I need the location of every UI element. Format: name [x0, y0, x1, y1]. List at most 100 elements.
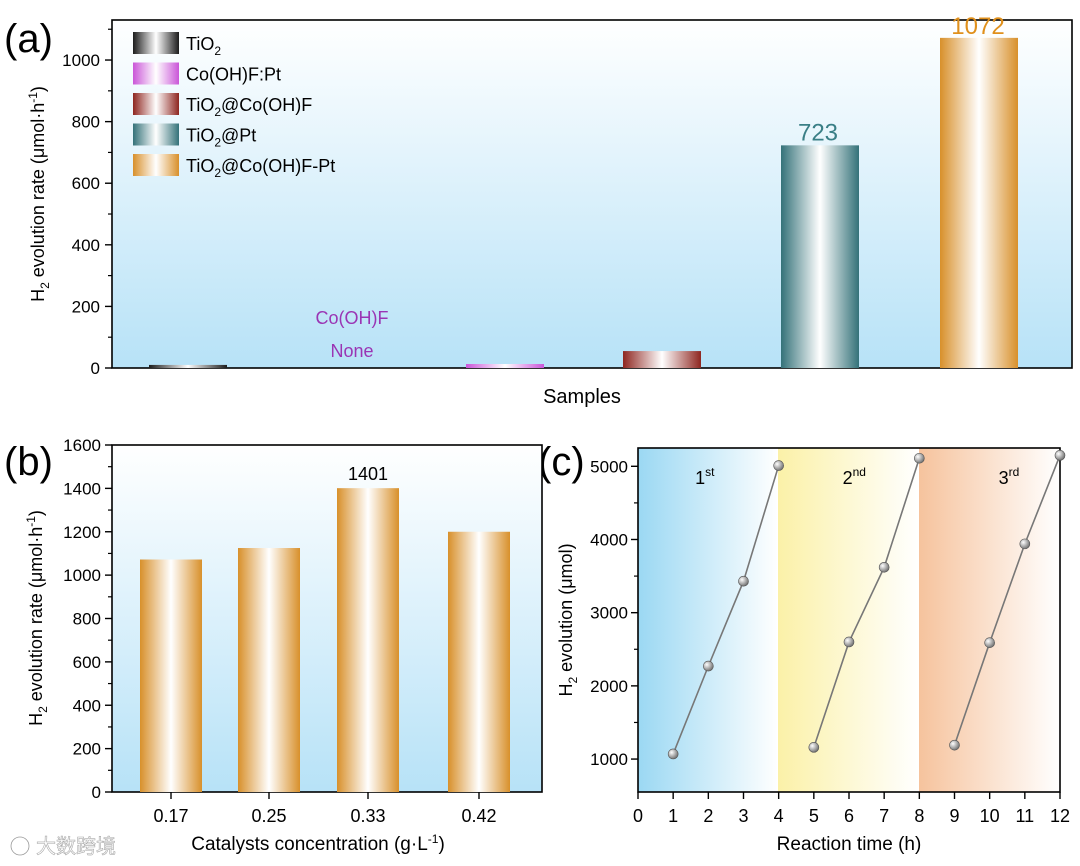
panel-c-x-tick-label: 8 [914, 806, 924, 826]
panel-b-bar [337, 488, 399, 792]
panel-a-value-label-723: 723 [798, 119, 838, 146]
panel-c-data-point [1054, 450, 1066, 461]
panel-b-y-tick-label: 200 [73, 740, 101, 759]
panel-a-legend: TiO2 Co(OH)F:Pt TiO2@Co(OH)F TiO2@Pt TiO2@Co… [133, 32, 335, 180]
panel-b-axes: 0 200 400 600 800 1000 1200 1400 1600 0.17 0.25 0.3… [63, 436, 496, 826]
panel-a-plot-area [111, 19, 1073, 369]
panel-c-y-tick-label: 3000 [590, 604, 628, 623]
panel-label-c: (c) [538, 440, 585, 484]
panel-a-y-tick-label: 0 [91, 359, 100, 378]
panel-c-cycle-label: 3rd [999, 465, 1020, 488]
panel-c-x-tick-label: 1 [668, 806, 678, 826]
panel-c-data-point [808, 742, 820, 753]
panel-a-bar [466, 363, 544, 368]
panel-a-chart: 0 200 400 600 800 1000 TiO2 Co(OH)F:Pt TiO2@Co(… [26, 13, 1073, 408]
panel-a-legend-swatch [133, 123, 179, 146]
panel-b-y-tick-label: 800 [73, 610, 101, 629]
panel-b-chart: 0 200 400 600 800 1000 1200 1400 1600 0.17 0.25 0.3… [24, 436, 543, 855]
panel-a-legend-label: TiO2@Pt [186, 126, 256, 150]
panel-a-bar [940, 37, 1018, 369]
panel-c-x-tick-label: 6 [844, 806, 854, 826]
panel-b-bar [448, 531, 510, 792]
panel-c-y-tick-label: 1000 [590, 750, 628, 769]
panel-c-data-point [843, 636, 855, 648]
panel-c-data-point [878, 562, 890, 573]
panel-b-x-axis-label: Catalysts concentration (g·L-1) [191, 832, 445, 855]
panel-c-cycle-label: 1st [695, 465, 715, 488]
panel-c-x-tick-label: 7 [879, 806, 889, 826]
panel-b-x-tick-label: 0.42 [461, 806, 496, 826]
panel-c-series-line [813, 458, 921, 748]
watermark-text: 大数跨境 [36, 834, 116, 858]
panel-a-legend-swatch [133, 32, 179, 54]
panel-a-none-label-top: Co(OH)F [316, 308, 389, 328]
panel-b-bar [238, 548, 300, 792]
panel-a-bar [623, 351, 701, 368]
panel-c-x-tick-label: 3 [738, 806, 748, 826]
panel-a-bar [149, 364, 227, 368]
panel-c-x-tick-label: 0 [633, 806, 643, 826]
panel-a-y-tick-label: 800 [72, 113, 100, 132]
panel-a-legend-swatch [133, 154, 179, 176]
panel-a-value-label-1072: 1072 [951, 13, 1004, 40]
panel-b-y-tick-label: 1400 [63, 479, 101, 498]
panel-b-x-tick-label: 0.17 [153, 806, 188, 826]
panel-c-x-tick-label: 2 [703, 806, 713, 826]
panel-a-legend-label: TiO2 [186, 34, 221, 58]
panel-a-bars [149, 37, 1018, 369]
panel-c-series [667, 450, 1066, 760]
panel-c-x-tick-label: 10 [980, 806, 1000, 826]
panel-c-y-axis-label: H2 evolution (μmol) [556, 543, 580, 696]
panel-b-bar [140, 559, 202, 792]
panel-c-series-line [953, 455, 1061, 746]
panel-b-y-tick-label: 1600 [63, 436, 101, 455]
panel-c-y-tick-label: 2000 [590, 677, 628, 696]
panel-a-legend-swatch [133, 93, 179, 115]
panel-c-x-tick-label: 11 [1015, 806, 1034, 826]
panel-c-x-tick-label: 4 [774, 806, 784, 826]
panel-c-data-point [703, 660, 714, 672]
panel-b-bars [140, 488, 510, 792]
panel-b-y-tick-label: 1000 [63, 566, 101, 585]
panel-b-y-axis-label: H2 evolution rate (μmol·h-1) [24, 510, 50, 726]
panel-c-data-point [984, 637, 995, 648]
panel-a-y-axis-label: H2 evolution rate (μmol·h-1) [26, 86, 52, 302]
panel-a-y-tick-label: 600 [72, 174, 100, 193]
panel-c-data-point [1019, 538, 1031, 550]
panel-c-data-point [738, 575, 749, 587]
panel-a-x-axis-label: Samples [543, 386, 621, 408]
panel-c-cycle2-background [778, 448, 919, 792]
panel-c-data-point [667, 748, 679, 760]
panel-c-x-tick-label: 12 [1050, 806, 1070, 826]
panel-c-data-point [773, 460, 784, 471]
panel-b-x-tick-label: 0.25 [251, 806, 286, 826]
panel-c-x-axis-label: Reaction time (h) [777, 834, 922, 855]
panel-b-x-tick-label: 0.33 [350, 806, 385, 826]
panel-c-cycle-label: 2nd [843, 465, 866, 488]
panel-c-series-line [672, 465, 780, 755]
panel-b-y-tick-label: 600 [73, 653, 101, 672]
panel-a-legend-label: TiO2@Co(OH)F-Pt [186, 156, 335, 180]
panel-c-x-tick-label: 5 [809, 806, 819, 826]
panel-a-y-tick-label: 400 [72, 236, 100, 255]
panel-a-bar [781, 145, 859, 368]
panel-b-value-label-1401: 1401 [348, 464, 388, 484]
panel-a-y-tick-label: 1000 [62, 51, 100, 70]
panel-b-y-tick-label: 400 [73, 696, 101, 715]
panel-b-y-tick-label: 1200 [63, 523, 101, 542]
panel-a-y-axis: 0 200 400 600 800 1000 [62, 28, 112, 378]
panel-c-y-tick-label: 4000 [590, 530, 628, 549]
panel-a-legend-label: TiO2@Co(OH)F [186, 95, 312, 119]
panel-c-cycle3-background [919, 448, 1060, 792]
watermark-logo-outline-icon [10, 836, 30, 856]
panel-label-a: (a) [4, 17, 53, 61]
panel-c-cycle1-background [638, 448, 778, 792]
panel-b-y-tick-label: 0 [92, 783, 101, 802]
panel-c-data-point [914, 452, 925, 464]
watermark: 大数跨境 [10, 834, 116, 858]
panel-a-legend-swatch [133, 62, 179, 85]
panel-c-cycle-labels: 1st 2nd 3rd [695, 465, 1019, 488]
